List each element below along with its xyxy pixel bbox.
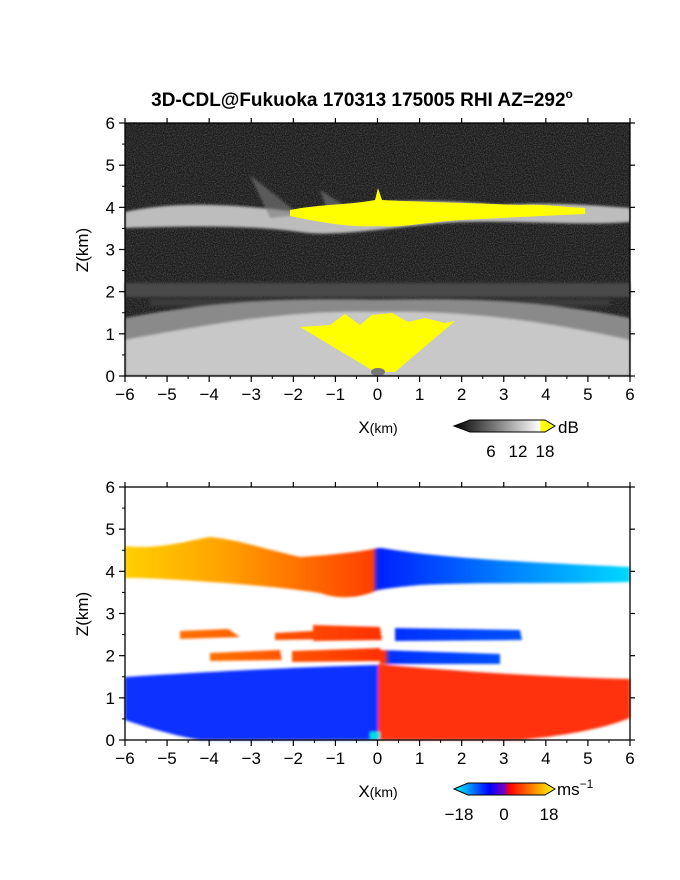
velocity-middle-layer (180, 625, 522, 641)
y-tick-label: 5 (106, 156, 115, 175)
x-tick-label: −3 (242, 385, 261, 404)
power-ticks: −6 −5 −4 −3 −2 −1 0 1 2 3 4 5 6 0 1 2 3 4 5 6 (106, 114, 635, 404)
velocity-colorbar-bar (452, 782, 556, 796)
y-tick-label: 4 (106, 562, 115, 581)
velocity-lower-thin-layer (210, 648, 500, 664)
power-y-axis-label: Z(km) (73, 228, 92, 272)
y-tick-label: 4 (106, 198, 115, 217)
x-tick-label: 6 (625, 749, 634, 768)
x-tick-label: −5 (157, 385, 176, 404)
x-tick-label: 2 (457, 749, 466, 768)
colorbar-tick-label: 0 (499, 805, 508, 824)
velocity-echo-layers (125, 537, 630, 740)
velocity-colorbar-unit: ms−1 (557, 777, 594, 799)
velocity-colorbar-ticks: −18 0 18 (445, 805, 559, 824)
velocity-panel: −6 −5 −4 −3 −2 −1 0 1 2 3 4 5 6 0 1 2 3 4 5 6 Z(km) X(km) −… (73, 478, 635, 824)
velocity-boundary-positive (378, 664, 630, 740)
y-tick-label: 1 (106, 325, 115, 344)
y-tick-label: 0 (106, 731, 115, 750)
x-tick-label: −4 (199, 385, 218, 404)
velocity-y-axis-label: Z(km) (73, 592, 92, 636)
x-tick-label: −5 (157, 749, 176, 768)
x-tick-label: 4 (541, 749, 550, 768)
y-tick-label: 0 (106, 367, 115, 386)
x-tick-label: 0 (373, 749, 382, 768)
y-tick-label: 2 (106, 283, 115, 302)
velocity-ticks: −6 −5 −4 −3 −2 −1 0 1 2 3 4 5 6 0 1 2 3 4 5 6 (106, 478, 635, 768)
lidar-origin-marker (371, 368, 385, 376)
colorbar-tick-label: 18 (536, 442, 555, 461)
power-x-axis-label: X(km) (358, 418, 397, 437)
y-tick-label: 2 (106, 647, 115, 666)
power-colorbar: 6 12 18 dB (452, 418, 579, 461)
middle-layer-band (125, 283, 630, 297)
x-tick-label: 4 (541, 385, 550, 404)
x-tick-label: 6 (625, 385, 634, 404)
colorbar-tick-label: 18 (540, 805, 559, 824)
x-tick-label: 2 (457, 385, 466, 404)
velocity-origin-marker (370, 732, 380, 739)
x-tick-label: 5 (583, 385, 592, 404)
saturated-boundary-fan (300, 313, 455, 372)
y-tick-label: 1 (106, 689, 115, 708)
y-tick-label: 5 (106, 520, 115, 539)
colorbar-tick-label: −18 (445, 805, 474, 824)
power-colorbar-ticks: 6 12 18 (486, 442, 554, 461)
x-tick-label: 5 (583, 749, 592, 768)
y-tick-label: 6 (106, 478, 115, 497)
x-tick-label: 3 (499, 385, 508, 404)
x-tick-label: −2 (284, 749, 303, 768)
x-tick-label: 0 (373, 385, 382, 404)
x-tick-label: 3 (499, 749, 508, 768)
x-tick-label: −3 (242, 749, 261, 768)
power-colorbar-unit: dB (558, 418, 579, 437)
velocity-x-axis-label: X(km) (358, 782, 397, 801)
y-tick-label: 3 (106, 241, 115, 260)
x-tick-label: −1 (326, 749, 345, 768)
velocity-colorbar: −18 0 18 ms−1 (445, 777, 594, 824)
saturated-upper-layer (290, 188, 585, 227)
velocity-boundary-negative (125, 665, 378, 740)
power-colorbar-bar (452, 419, 556, 433)
colorbar-tick-label: 6 (486, 442, 495, 461)
x-tick-label: 1 (415, 385, 424, 404)
colorbar-tick-label: 12 (509, 442, 528, 461)
y-tick-label: 6 (106, 114, 115, 133)
saturated-echo (290, 188, 585, 376)
x-tick-label: 1 (415, 749, 424, 768)
x-tick-label: −2 (284, 385, 303, 404)
x-tick-label: −4 (199, 749, 218, 768)
x-tick-label: −1 (326, 385, 345, 404)
y-tick-label: 3 (106, 605, 115, 624)
velocity-upper-layer (125, 537, 630, 598)
x-tick-label: −6 (115, 385, 134, 404)
figure-title: 3D-CDL@Fukuoka 170313 175005 RHI AZ=292o (151, 87, 573, 111)
x-tick-label: −6 (115, 749, 134, 768)
